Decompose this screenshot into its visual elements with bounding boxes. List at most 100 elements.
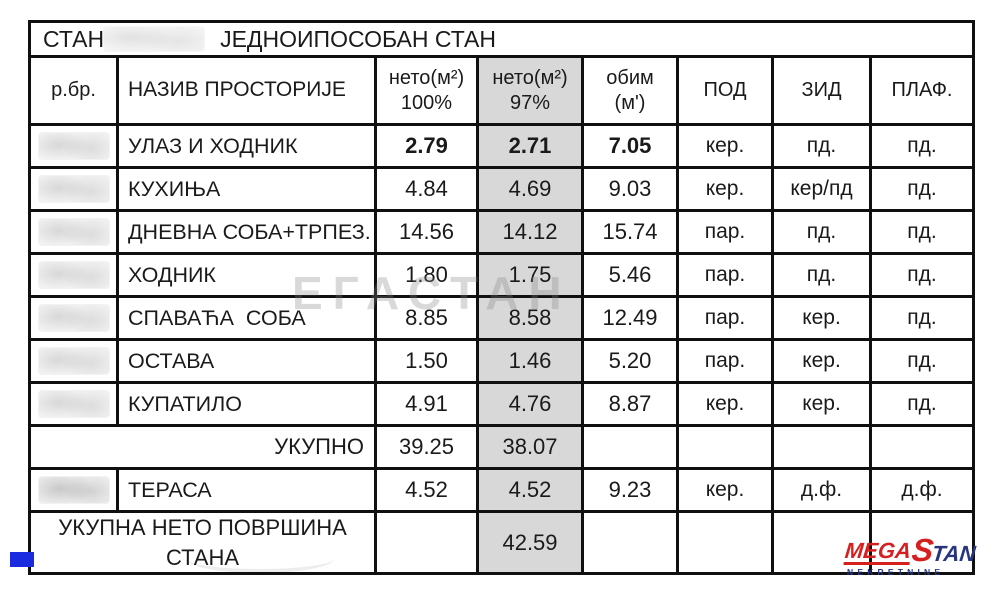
room-name: УЛАЗ И ХОДНИК <box>119 126 374 166</box>
obim-value: 7.05 <box>584 126 676 166</box>
col-header-neto100: нето(м²) 100% <box>377 58 476 123</box>
pod-value: пар. <box>679 341 771 381</box>
obim-value: 8.87 <box>584 384 676 424</box>
neto97-value: 1.75 <box>479 255 581 295</box>
obim-value: 15.74 <box>584 212 676 252</box>
megastan-logo: MEGA S TAN NEKRETNINE <box>843 532 995 577</box>
rbr-cell <box>31 341 116 381</box>
plaf-value: пд. <box>872 212 972 252</box>
pod-value: кер. <box>679 384 771 424</box>
rbr-cell <box>31 298 116 338</box>
room-name: КУПАТИЛО <box>119 384 374 424</box>
zid-value: кер. <box>774 341 869 381</box>
plaf-value: д.ф. <box>872 470 972 510</box>
pod-value: кер. <box>679 169 771 209</box>
room-name: ТЕРАСА <box>119 470 374 510</box>
redaction-smudge <box>37 304 110 332</box>
table-title-row: СТАН ЈЕДНОИПОСОБАН СТАН <box>31 23 972 55</box>
neto100-value: 1.80 <box>377 255 476 295</box>
megastan-subtitle: NEKRETNINE <box>847 566 945 577</box>
obim-value: 12.49 <box>584 298 676 338</box>
blue-edge-mark <box>10 552 34 567</box>
redaction-smudge <box>37 347 110 375</box>
megastan-wordmark: MEGA S TAN <box>843 532 977 568</box>
obim-value: 9.03 <box>584 169 676 209</box>
col-header-pod: ПОД <box>679 58 771 123</box>
rbr-cell <box>31 212 116 252</box>
totals-neto97: 38.07 <box>479 427 581 467</box>
zid-value: кер. <box>774 384 869 424</box>
neto100-value: 4.52 <box>377 470 476 510</box>
redaction-smudge <box>37 261 110 289</box>
plaf-value: пд. <box>872 169 972 209</box>
neto97-value: 4.52 <box>479 470 581 510</box>
plaf-value: пд. <box>872 384 972 424</box>
totals-neto100: 39.25 <box>377 427 476 467</box>
zid-value: пд. <box>774 126 869 166</box>
grand-total-neto97: 42.59 <box>479 513 581 572</box>
col-header-obim: обим (м') <box>584 58 676 123</box>
plaf-value: пд. <box>872 255 972 295</box>
zid-value: кер/пд <box>774 169 869 209</box>
redaction-smudge <box>37 132 110 160</box>
redaction-smudge <box>37 390 110 418</box>
zid-value: пд. <box>774 255 869 295</box>
zid-value: д.ф. <box>774 470 869 510</box>
room-name: КУХИЊА <box>119 169 374 209</box>
obim-value: 9.23 <box>584 470 676 510</box>
empty-cell <box>679 427 771 467</box>
redaction-smudge <box>37 218 110 246</box>
neto97-value: 2.71 <box>479 126 581 166</box>
empty-cell <box>872 427 972 467</box>
neto100-value: 1.50 <box>377 341 476 381</box>
redaction-smudge <box>37 175 110 203</box>
rbr-cell <box>31 384 116 424</box>
rbr-cell <box>31 169 116 209</box>
rbr-cell <box>31 126 116 166</box>
neto100-value: 2.79 <box>377 126 476 166</box>
area-table: СТАН ЈЕДНОИПОСОБАН СТАН р.бр. НАЗИВ ПРОС… <box>28 20 975 575</box>
obim-value: 5.46 <box>584 255 676 295</box>
col-header-neto97: нето(м²) 97% <box>479 58 581 123</box>
room-name: ОСТАВА <box>119 341 374 381</box>
col-header-plaf: ПЛАФ. <box>872 58 972 123</box>
pod-value: кер. <box>679 470 771 510</box>
neto97-value: 4.69 <box>479 169 581 209</box>
empty-cell <box>872 513 972 572</box>
plaf-value: пд. <box>872 341 972 381</box>
col-header-rbr: р.бр. <box>31 58 116 123</box>
rbr-cell <box>31 470 116 510</box>
zid-value: пд. <box>774 212 869 252</box>
empty-cell <box>584 427 676 467</box>
neto100-value: 4.84 <box>377 169 476 209</box>
neto97-value: 14.12 <box>479 212 581 252</box>
totals-label: УКУПНО <box>31 427 374 467</box>
room-name: СПАВАЋА СОБА <box>119 298 374 338</box>
pod-value: кер. <box>679 126 771 166</box>
rbr-cell <box>31 255 116 295</box>
obim-value: 5.20 <box>584 341 676 381</box>
pod-value: пар. <box>679 298 771 338</box>
title-stan-label: СТАН <box>43 25 105 52</box>
zid-value: кер. <box>774 298 869 338</box>
empty-cell <box>679 513 771 572</box>
col-header-zid: ЗИД <box>774 58 869 123</box>
neto97-value: 4.76 <box>479 384 581 424</box>
plaf-value: пд. <box>872 298 972 338</box>
pod-value: пар. <box>679 212 771 252</box>
neto100-value: 8.85 <box>377 298 476 338</box>
empty-cell <box>774 427 869 467</box>
room-name: ДНЕВНА СОБА+ТРПЕЗ. <box>119 212 374 252</box>
col-header-naziv: НАЗИВ ПРОСТОРИЈЕ <box>119 58 374 123</box>
pod-value: пар. <box>679 255 771 295</box>
redaction-smudge <box>37 476 110 504</box>
title-apartment-type: ЈЕДНОИПОСОБАН СТАН <box>220 25 496 52</box>
neto97-value: 1.46 <box>479 341 581 381</box>
neto97-value: 8.58 <box>479 298 581 338</box>
empty-cell <box>774 513 869 572</box>
plaf-value: пд. <box>872 126 972 166</box>
neto100-value: 4.91 <box>377 384 476 424</box>
empty-cell <box>584 513 676 572</box>
neto100-value: 14.56 <box>377 212 476 252</box>
